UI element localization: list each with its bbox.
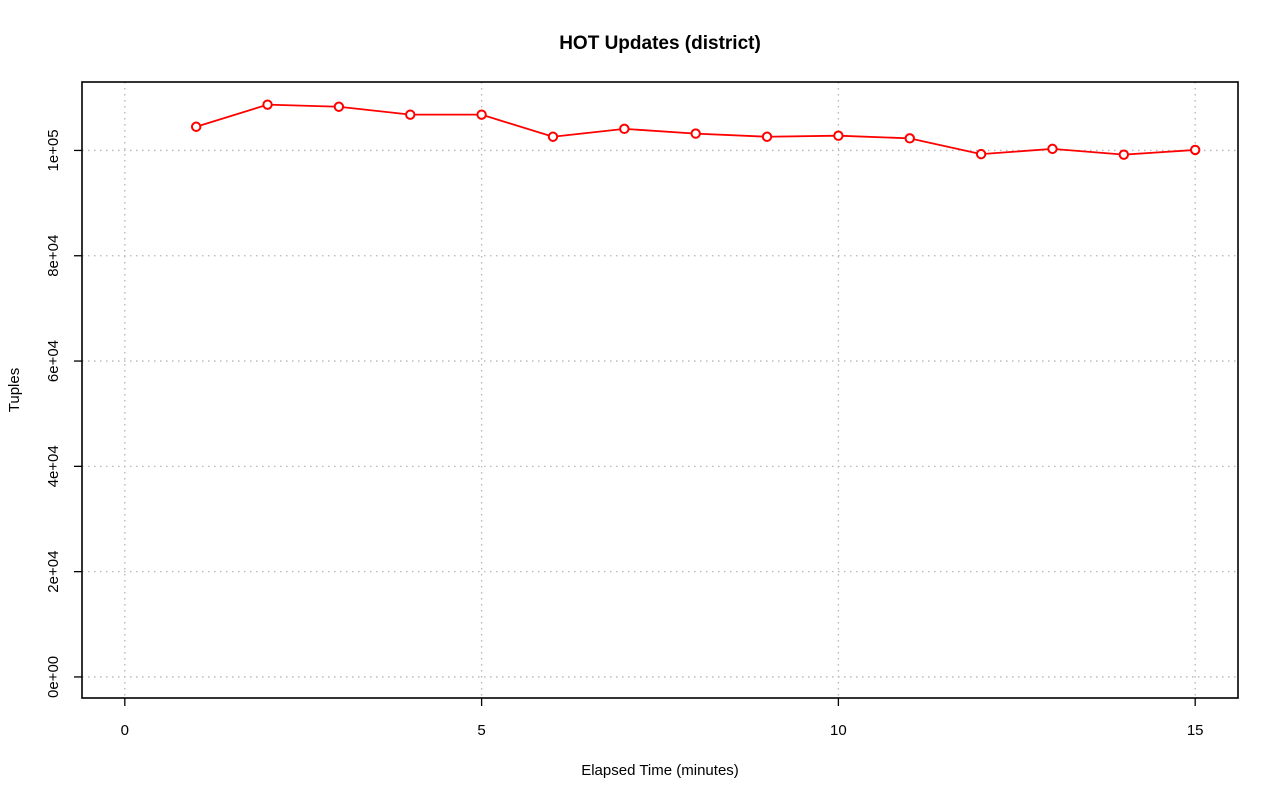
- data-point: [975, 148, 987, 160]
- data-point: [405, 109, 416, 120]
- data-point: [476, 109, 487, 120]
- y-tick-label: 2e+04: [45, 551, 62, 593]
- y-tick-label: 0e+00: [45, 656, 62, 698]
- data-point: [1189, 144, 1201, 156]
- x-tick-label: 5: [477, 722, 485, 739]
- data-point: [619, 123, 630, 135]
- x-tick-label: 10: [830, 722, 847, 739]
- x-axis-label: Elapsed Time (minutes): [581, 762, 739, 779]
- data-point: [833, 130, 844, 141]
- data-point: [761, 131, 773, 142]
- y-axis-label: Tuples: [6, 368, 23, 412]
- x-tick-label: 0: [121, 722, 129, 739]
- data-point: [190, 121, 202, 132]
- y-tick-label: 6e+04: [45, 340, 62, 382]
- y-tick-label: 1e+05: [45, 129, 62, 171]
- data-point: [1118, 149, 1130, 160]
- data-point: [690, 128, 701, 139]
- chart-title: HOT Updates (district): [559, 33, 761, 54]
- data-point: [547, 131, 559, 142]
- grid-lines: [82, 82, 1238, 698]
- data-point: [1047, 143, 1058, 155]
- data-point: [333, 101, 345, 112]
- y-tick-label: 4e+04: [45, 445, 62, 487]
- data-point: [904, 133, 915, 144]
- data-point: [262, 99, 273, 110]
- data-series: [190, 99, 1201, 160]
- y-tick-label: 8e+04: [45, 235, 62, 277]
- axis-ticks: 0 5 10 15 0e+00 2e+04 4e+04 6e+04 8e+04 1e+05: [45, 129, 1204, 739]
- x-tick-label: 15: [1187, 722, 1204, 739]
- plot-area-frame: [81, 81, 1239, 699]
